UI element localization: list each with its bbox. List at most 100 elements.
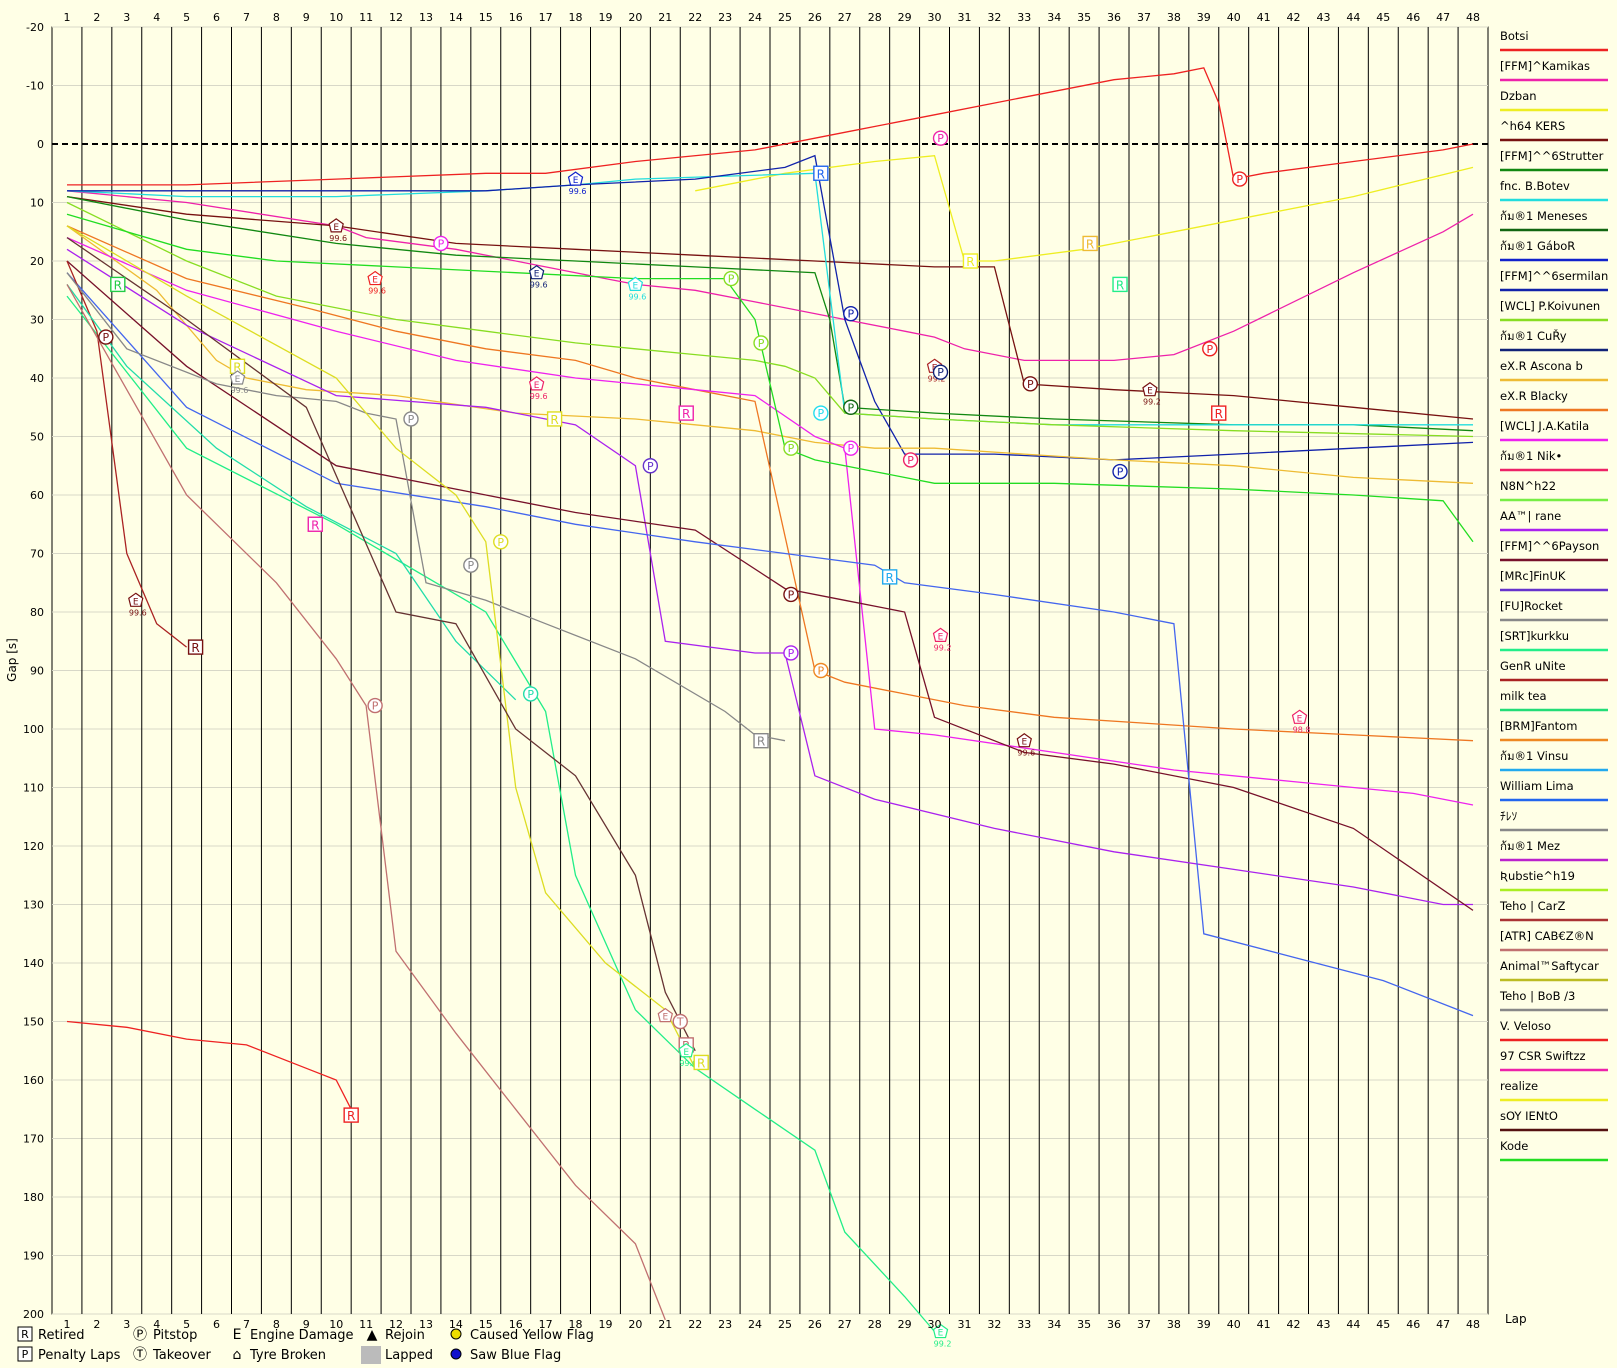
y-tick-label: 150 — [23, 1016, 44, 1029]
key-symbol-text: ⌂ — [233, 1347, 242, 1363]
retired-marker-label: R — [966, 255, 974, 269]
x-tick-label-top: 44 — [1346, 11, 1360, 24]
key-label: Takeover — [152, 1348, 211, 1363]
legend-entry-label: [FFM]^^6sermilan — [1500, 269, 1608, 283]
engine-damage-marker-shape — [229, 370, 246, 385]
y-tick-label: 140 — [23, 957, 44, 970]
x-tick-label-bottom: 24 — [748, 1318, 762, 1331]
pitstop-marker-circle — [723, 270, 739, 287]
pitstop-marker-circle — [1231, 171, 1248, 187]
x-tick-label-bottom: 43 — [1316, 1318, 1330, 1331]
x-tick-label-top: 7 — [243, 11, 250, 24]
event-marker: R — [1082, 235, 1098, 251]
x-tick-label-top: 5 — [183, 11, 190, 24]
pitstop-marker-circle — [493, 534, 509, 550]
legend-entry-label: 97 CSR Swiftzz — [1500, 1049, 1586, 1063]
x-tick-label-bottom: 23 — [718, 1318, 732, 1331]
engine-damage-marker-value: 99.6 — [1017, 749, 1035, 758]
event-marker: P — [1202, 341, 1218, 357]
pitstop-marker-circle — [813, 405, 829, 421]
engine-damage-marker-letter: E — [573, 176, 579, 186]
x-tick-label-bottom: 18 — [569, 1318, 583, 1331]
engine-damage-marker-letter: E — [1021, 738, 1027, 748]
x-tick-label-top: 27 — [838, 11, 852, 24]
y-tick-label: 110 — [23, 782, 44, 795]
retired-marker-box — [307, 516, 323, 532]
engine-damage-marker-letter: E — [683, 1048, 689, 1058]
legend-entry-label: V. Veloso — [1500, 1019, 1551, 1033]
legend-entry-label: Teho | CarZ — [1499, 899, 1565, 913]
x-tick-label-bottom: 22 — [688, 1318, 702, 1331]
pitstop-marker-circle — [843, 440, 859, 456]
event-marker: R — [229, 358, 246, 374]
x-tick-label-bottom: 21 — [658, 1318, 672, 1331]
legend-entry-label: AA™| rane — [1500, 509, 1561, 523]
x-tick-label-top: 22 — [688, 11, 702, 24]
pitstop-marker-circle — [403, 411, 419, 427]
key-symbol-dot — [450, 1348, 462, 1360]
x-tick-label-top: 36 — [1107, 11, 1121, 24]
event-marker: E99.6 — [528, 376, 548, 401]
x-tick-label-bottom: 7 — [243, 1318, 250, 1331]
event-marker: E99.2 — [1142, 381, 1161, 407]
pitstop-marker-label: P — [647, 460, 654, 473]
pitstop-marker-circle — [433, 235, 449, 252]
engine-damage-marker-letter: E — [662, 1013, 668, 1023]
key-item: Caused Yellow Flag — [450, 1328, 594, 1343]
key-item: ▲ Rejoin — [367, 1327, 425, 1343]
x-tick-label-top: 3 — [123, 11, 130, 24]
series-line — [66, 1020, 352, 1110]
event-marker: R — [962, 253, 979, 269]
legend-entry-label: [FU]Rocket — [1500, 599, 1563, 613]
engine-damage-marker-value: 99.6 — [530, 281, 548, 290]
engine-damage-marker-value: 99.2 — [934, 643, 952, 652]
event-marker: E99.6 — [367, 270, 386, 296]
event-marker: P — [463, 557, 479, 573]
engine-damage-marker-shape — [1291, 709, 1308, 724]
x-tick-label-top: 30 — [928, 11, 942, 24]
pitstop-marker-label: P — [408, 413, 415, 426]
x-tick-label-top: 13 — [419, 11, 433, 24]
retired-marker-label: R — [757, 735, 765, 749]
legend-entry-label: sOY IENtO — [1500, 1109, 1558, 1123]
retired-marker-label: R — [233, 360, 241, 374]
event-marker: P — [843, 305, 859, 322]
retired-marker-box — [753, 733, 769, 749]
event-marker: E99.6 — [627, 276, 646, 301]
x-tick-label-bottom: 13 — [419, 1318, 433, 1331]
y-tick-label: 80 — [30, 606, 44, 619]
x-tick-label-bottom: 2 — [93, 1318, 100, 1331]
x-tick-label-top: 33 — [1017, 11, 1031, 24]
legend-entry-label: [BRM]Fantom — [1500, 719, 1577, 733]
x-tick-label-top: 25 — [778, 11, 792, 24]
pitstop-marker-label: P — [847, 308, 854, 321]
pitstop-marker-label: P — [818, 407, 825, 420]
x-tick-label-bottom: 48 — [1466, 1318, 1480, 1331]
x-tick-label-top: 38 — [1167, 11, 1181, 24]
pitstop-marker-label: P — [847, 401, 854, 414]
key-item: ⌂ Tyre Broken — [233, 1347, 326, 1363]
event-marker: R — [678, 405, 694, 421]
x-tick-label-bottom: 39 — [1197, 1318, 1211, 1331]
y-tick-label: 70 — [30, 548, 44, 561]
x-tick-label-bottom: 6 — [213, 1318, 220, 1331]
retired-marker-label: R — [311, 518, 319, 532]
pitstop-marker-label: P — [758, 337, 765, 350]
y-tick-label: -20 — [26, 21, 44, 34]
x-tick-label-bottom: 20 — [628, 1318, 642, 1331]
x-tick-label-bottom: 32 — [987, 1318, 1001, 1331]
x-tick-label-bottom: 11 — [359, 1318, 373, 1331]
pitstop-marker-circle — [98, 329, 114, 345]
event-marker: P — [493, 534, 509, 550]
event-marker: R — [1211, 405, 1227, 421]
engine-damage-marker-shape — [528, 376, 545, 391]
pitstop-marker-circle — [783, 440, 799, 456]
event-marker: R — [546, 411, 563, 427]
x-tick-label-top: 45 — [1376, 11, 1390, 24]
series-line — [66, 284, 666, 1321]
event-marker: E99.6 — [229, 370, 248, 395]
key-symbol-text: E — [233, 1327, 242, 1343]
event-marker: R — [881, 569, 898, 585]
event-marker: T — [672, 1013, 688, 1030]
engine-damage-marker-shape — [367, 270, 383, 286]
